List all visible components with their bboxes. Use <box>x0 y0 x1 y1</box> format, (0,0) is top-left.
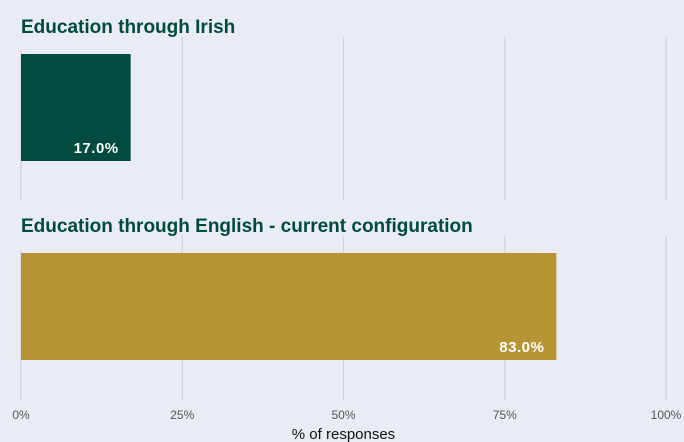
x-tick-label-0: 0% <box>12 408 30 422</box>
bar-label-1: 17.0% <box>74 140 119 157</box>
x-tick-label-100: 100% <box>651 408 682 422</box>
x-tick-label-25: 25% <box>170 408 194 422</box>
bar-label-2: 83.0% <box>499 339 544 356</box>
bar-2 <box>21 253 557 360</box>
panel-title-1: Education through Irish <box>21 17 235 38</box>
x-axis-title: % of responses <box>292 426 395 442</box>
panel-title-2: Education through English - current conf… <box>21 216 473 237</box>
x-tick-label-75: 75% <box>493 408 517 422</box>
x-tick-label-50: 50% <box>331 408 355 422</box>
bar-1 <box>21 54 131 161</box>
